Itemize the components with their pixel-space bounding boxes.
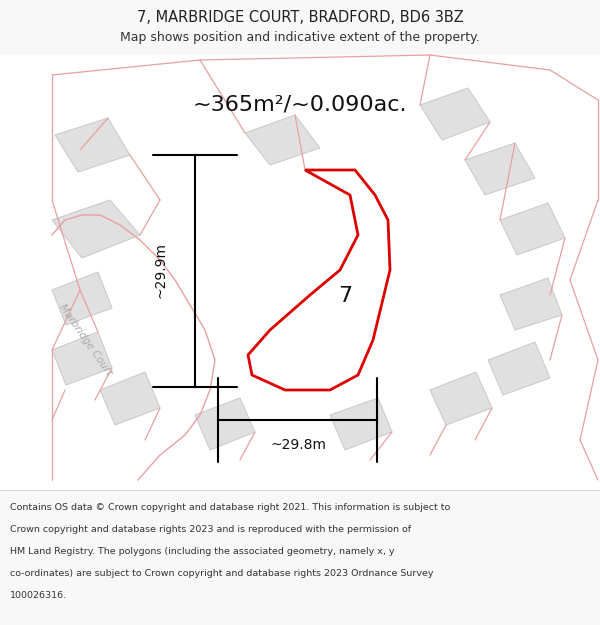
Polygon shape <box>52 332 112 385</box>
Polygon shape <box>195 398 255 450</box>
Text: 7, MARBRIDGE COURT, BRADFORD, BD6 3BZ: 7, MARBRIDGE COURT, BRADFORD, BD6 3BZ <box>137 11 463 26</box>
Polygon shape <box>420 88 490 140</box>
Polygon shape <box>430 372 492 425</box>
Bar <box>0 490 600 625</box>
Polygon shape <box>330 398 392 450</box>
Text: ~365m²/~0.090ac.: ~365m²/~0.090ac. <box>193 95 407 115</box>
Polygon shape <box>488 342 550 395</box>
Text: Crown copyright and database rights 2023 and is reproduced with the permission o: Crown copyright and database rights 2023… <box>10 525 411 534</box>
Polygon shape <box>52 200 140 258</box>
Text: 7: 7 <box>338 286 353 306</box>
Polygon shape <box>465 143 535 195</box>
Polygon shape <box>500 278 562 330</box>
Polygon shape <box>500 203 565 255</box>
Text: co-ordinates) are subject to Crown copyright and database rights 2023 Ordnance S: co-ordinates) are subject to Crown copyr… <box>10 569 433 578</box>
Polygon shape <box>245 115 320 165</box>
Bar <box>0 0 600 55</box>
Polygon shape <box>248 170 390 390</box>
Polygon shape <box>100 372 160 425</box>
Text: Marbridge Court: Marbridge Court <box>56 302 113 378</box>
Text: 100026316.: 100026316. <box>10 591 67 600</box>
Polygon shape <box>52 272 112 325</box>
Text: Map shows position and indicative extent of the property.: Map shows position and indicative extent… <box>120 31 480 44</box>
Text: Contains OS data © Crown copyright and database right 2021. This information is : Contains OS data © Crown copyright and d… <box>10 503 450 512</box>
Text: HM Land Registry. The polygons (including the associated geometry, namely x, y: HM Land Registry. The polygons (includin… <box>10 547 395 556</box>
Text: ~29.8m: ~29.8m <box>270 438 326 452</box>
Text: ~29.9m: ~29.9m <box>153 242 167 298</box>
Polygon shape <box>55 118 130 172</box>
